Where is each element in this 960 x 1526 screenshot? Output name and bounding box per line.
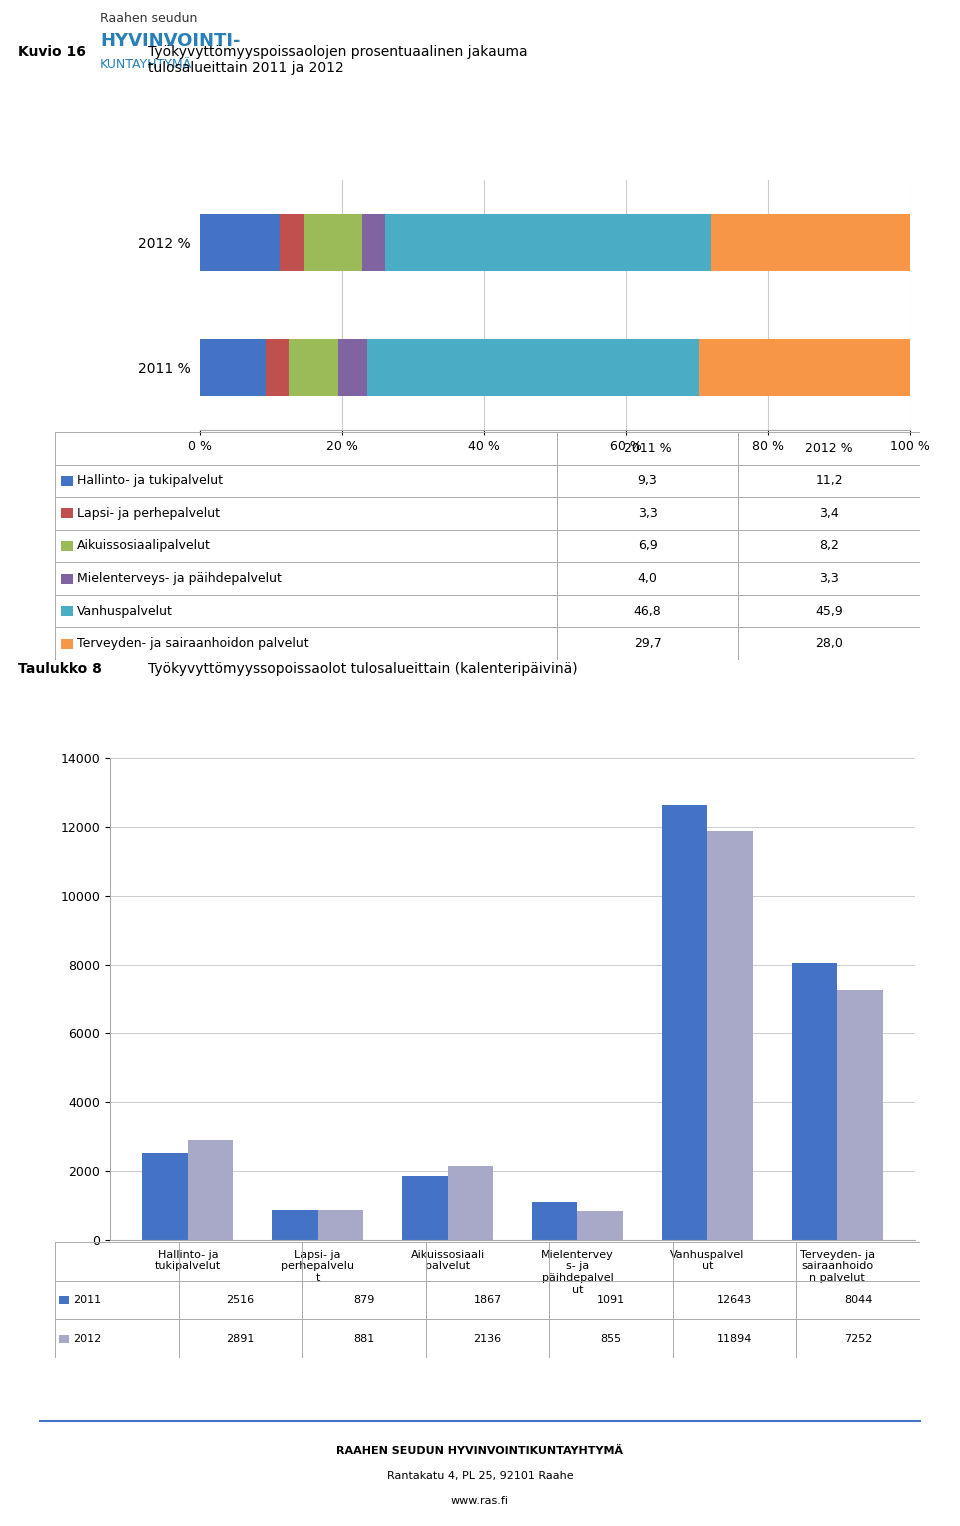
Text: Lapsi- ja perhepalvelut: Lapsi- ja perhepalvelut [77,507,220,520]
Bar [708,830,753,1241]
Text: www.ras.fi: www.ras.fi [451,1495,509,1506]
Bar [661,804,708,1241]
Text: 28,0: 28,0 [815,638,843,650]
Text: Hallinto- ja tukipalvelut: Hallinto- ja tukipalvelut [77,475,223,487]
Bar [837,990,882,1241]
Text: 3,4: 3,4 [819,507,839,520]
Text: Kuvio 16: Kuvio 16 [18,44,85,60]
Text: 2012 %: 2012 % [805,443,853,455]
Bar [367,339,699,395]
Bar [188,1140,233,1241]
Text: 2011 %: 2011 % [624,443,671,455]
Bar [711,214,910,270]
Text: Vanhuspalvelut: Vanhuspalvelut [77,604,173,618]
Text: Taulukko 8: Taulukko 8 [18,662,102,676]
Bar [61,542,73,551]
Text: 2891: 2891 [227,1334,254,1344]
Text: 2516: 2516 [227,1296,254,1305]
Bar [402,1175,447,1241]
Bar [61,639,73,649]
Bar [339,339,367,395]
Text: Mielenterveys- ja päihdepalvelut: Mielenterveys- ja päihdepalvelut [77,572,282,584]
Text: 3,3: 3,3 [637,507,658,520]
Bar [59,1335,69,1343]
Text: 1091: 1091 [597,1296,625,1305]
Text: KUNTAYHTYMÄ: KUNTAYHTYMÄ [100,58,192,72]
Bar [59,1296,69,1305]
Text: 8,2: 8,2 [819,540,839,552]
Text: HYVINVOINTI-: HYVINVOINTI- [100,32,241,50]
Bar [385,214,711,270]
Bar [200,339,266,395]
Bar [61,606,73,617]
Bar [792,963,837,1241]
Bar [318,1210,363,1241]
Bar [61,508,73,519]
Text: 11,2: 11,2 [815,475,843,487]
Text: 2136: 2136 [473,1334,501,1344]
Text: Työkyvyttömyyspoissaolojen prosentuaalinen jakauma
tulosalueittain 2011 ja 2012: Työkyvyttömyyspoissaolojen prosentuaalin… [148,44,528,75]
Text: 1867: 1867 [473,1296,502,1305]
Bar [532,1202,577,1241]
Text: 9,3: 9,3 [637,475,658,487]
Text: RAAHEN SEUDUN HYVINVOINTIKUNTAYHTYMÄ: RAAHEN SEUDUN HYVINVOINTIKUNTAYHTYMÄ [337,1447,623,1456]
Text: 8044: 8044 [844,1296,873,1305]
Text: 2011: 2011 [73,1296,101,1305]
Text: Aikuissosiaalipalvelut: Aikuissosiaalipalvelut [77,540,211,552]
Text: Raahen seudun: Raahen seudun [100,12,198,24]
Text: 3,3: 3,3 [819,572,839,584]
Text: Työkyvyttömyyssopoissaolot tulosalueittain (kalenteripäivinä): Työkyvyttömyyssopoissaolot tulosalueitta… [148,662,578,676]
Bar [61,476,73,485]
Text: 29,7: 29,7 [634,638,661,650]
Text: 881: 881 [353,1334,374,1344]
Text: 2012: 2012 [73,1334,101,1344]
Bar [273,1210,318,1241]
Text: 7252: 7252 [844,1334,873,1344]
Bar [577,1210,623,1241]
Text: 45,9: 45,9 [815,604,843,618]
Bar [142,1154,188,1241]
Bar [279,214,303,270]
Bar [447,1166,493,1241]
Bar [362,214,385,270]
Bar [266,339,290,395]
Text: 6,9: 6,9 [637,540,658,552]
Bar [61,574,73,583]
Bar [200,214,279,270]
Text: 855: 855 [601,1334,622,1344]
Text: Terveyden- ja sairaanhoidon palvelut: Terveyden- ja sairaanhoidon palvelut [77,638,308,650]
Text: 11894: 11894 [717,1334,753,1344]
Text: 12643: 12643 [717,1296,753,1305]
Text: 4,0: 4,0 [637,572,658,584]
Text: 879: 879 [353,1296,374,1305]
Bar [290,339,339,395]
Bar [303,214,362,270]
Text: Rantakatu 4, PL 25, 92101 Raahe: Rantakatu 4, PL 25, 92101 Raahe [387,1471,573,1482]
Text: 46,8: 46,8 [634,604,661,618]
Bar [699,339,910,395]
